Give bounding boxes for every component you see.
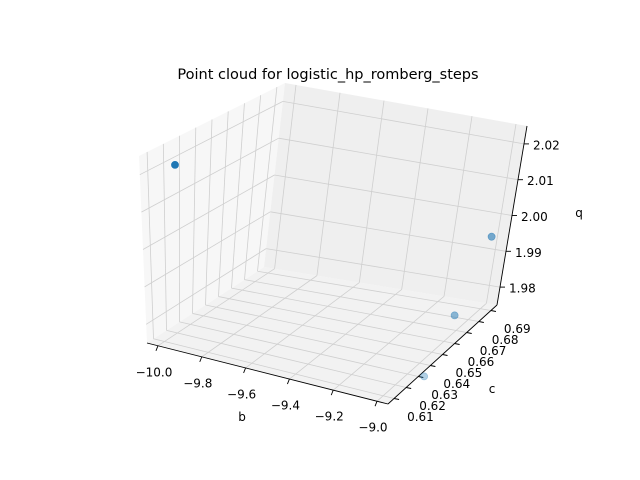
tick-mark bbox=[286, 378, 290, 385]
y-tick-label: 0.61 bbox=[407, 410, 434, 424]
grid-line bbox=[257, 270, 492, 311]
tick-mark bbox=[330, 389, 334, 396]
grid-line bbox=[278, 137, 519, 181]
tick-mark bbox=[374, 401, 378, 407]
x-tick-label: −9.6 bbox=[227, 388, 256, 402]
tick-mark bbox=[406, 387, 412, 389]
grid-line bbox=[205, 304, 443, 355]
tick-labels: −10.0−9.8−9.6−9.4−9.2−9.00.610.620.630.6… bbox=[136, 138, 560, 434]
grid-line bbox=[270, 211, 507, 252]
grid-line bbox=[166, 329, 407, 388]
scatter-point bbox=[171, 160, 179, 169]
z-tick-label: 2.02 bbox=[533, 138, 560, 152]
axes-panes bbox=[139, 83, 527, 404]
z-axis-label: q bbox=[575, 206, 583, 220]
grid-line bbox=[274, 174, 513, 216]
y-tick-label: 0.64 bbox=[443, 377, 470, 391]
floor-pane bbox=[147, 267, 497, 404]
scatter-point bbox=[487, 232, 496, 241]
x-tick-label: −9.0 bbox=[358, 421, 387, 435]
tick-mark bbox=[454, 343, 460, 345]
x-axis-label: b bbox=[238, 410, 246, 424]
grid-line bbox=[153, 338, 395, 399]
y-tick-label: 0.62 bbox=[419, 399, 446, 413]
grid-line bbox=[282, 101, 525, 145]
tick-mark bbox=[466, 332, 472, 334]
grid-line bbox=[218, 296, 455, 344]
chart-title: Point cloud for logistic_hp_romberg_step… bbox=[177, 67, 478, 83]
x-tick-label: −10.0 bbox=[136, 365, 173, 379]
grid-line bbox=[142, 174, 275, 250]
tick-mark bbox=[199, 356, 203, 363]
grid-line bbox=[231, 287, 467, 333]
x-tick-label: −9.4 bbox=[271, 399, 300, 413]
tick-mark bbox=[393, 398, 400, 400]
x-tick-label: −9.8 bbox=[183, 376, 212, 390]
y-tick-label: 0.68 bbox=[492, 333, 519, 347]
scatter-point bbox=[420, 372, 428, 381]
scatter-points bbox=[171, 160, 496, 381]
grid-line bbox=[145, 248, 267, 325]
grid-line bbox=[144, 211, 271, 288]
scatter-point bbox=[450, 311, 459, 320]
x-axis-line bbox=[146, 342, 389, 405]
x-tick-label: −9.2 bbox=[315, 410, 344, 424]
tick-mark bbox=[155, 345, 159, 351]
grid-line bbox=[266, 248, 501, 288]
grid-line bbox=[139, 101, 284, 176]
left-pane bbox=[139, 83, 285, 343]
back-pane bbox=[264, 83, 527, 305]
z-tick-label: 1.98 bbox=[509, 282, 536, 296]
y-tick-label: 0.63 bbox=[431, 388, 458, 402]
tick-mark bbox=[490, 310, 497, 312]
grid-line bbox=[179, 321, 419, 377]
grid-lines bbox=[139, 84, 525, 402]
tick-mark bbox=[442, 354, 448, 356]
y-tick-label: 0.69 bbox=[504, 322, 531, 336]
grid-line bbox=[244, 279, 479, 322]
tick-mark bbox=[243, 367, 247, 374]
z-tick-label: 2.01 bbox=[527, 174, 554, 188]
tick-marks bbox=[155, 143, 529, 407]
grid-line bbox=[192, 313, 431, 366]
z-tick-label: 2.00 bbox=[521, 210, 548, 224]
tick-mark bbox=[418, 376, 424, 378]
y-tick-label: 0.67 bbox=[480, 344, 507, 358]
tick-mark bbox=[478, 321, 484, 323]
y-tick-label: 0.65 bbox=[456, 366, 483, 380]
z-tick-label: 1.99 bbox=[515, 246, 542, 260]
y-axis-label: c bbox=[489, 382, 496, 396]
grid-line bbox=[141, 137, 279, 213]
y-tick-label: 0.66 bbox=[468, 355, 495, 369]
tick-mark bbox=[430, 365, 436, 367]
